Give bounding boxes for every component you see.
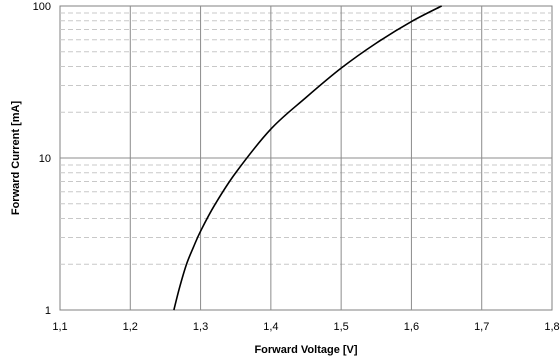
y-tick-label: 10 — [39, 153, 51, 165]
y-tick-label: 100 — [33, 1, 51, 13]
x-tick-label: 1,5 — [333, 321, 348, 333]
x-tick-label: 1,6 — [404, 321, 419, 333]
tick-labels: 1 10 100 1,1 1,2 1,3 1,4 1,5 1,6 1,7 1,8 — [33, 1, 560, 333]
y-tick-label: 1 — [45, 305, 51, 317]
x-tick-label: 1,1 — [52, 321, 67, 333]
y-axis-title: Forward Current [mA] — [10, 101, 22, 216]
x-axis-title: Forward Voltage [V] — [254, 344, 357, 356]
x-tick-label: 1,4 — [263, 321, 278, 333]
series-layer — [173, 5, 443, 311]
minor-gridlines — [60, 12, 552, 265]
forward-current-curve — [173, 5, 443, 311]
x-tick-label: 1,8 — [544, 321, 559, 333]
x-tick-label: 1,3 — [193, 321, 208, 333]
x-tick-label: 1,2 — [123, 321, 138, 333]
major-gridlines — [60, 6, 552, 310]
x-tick-label: 1,7 — [474, 321, 489, 333]
